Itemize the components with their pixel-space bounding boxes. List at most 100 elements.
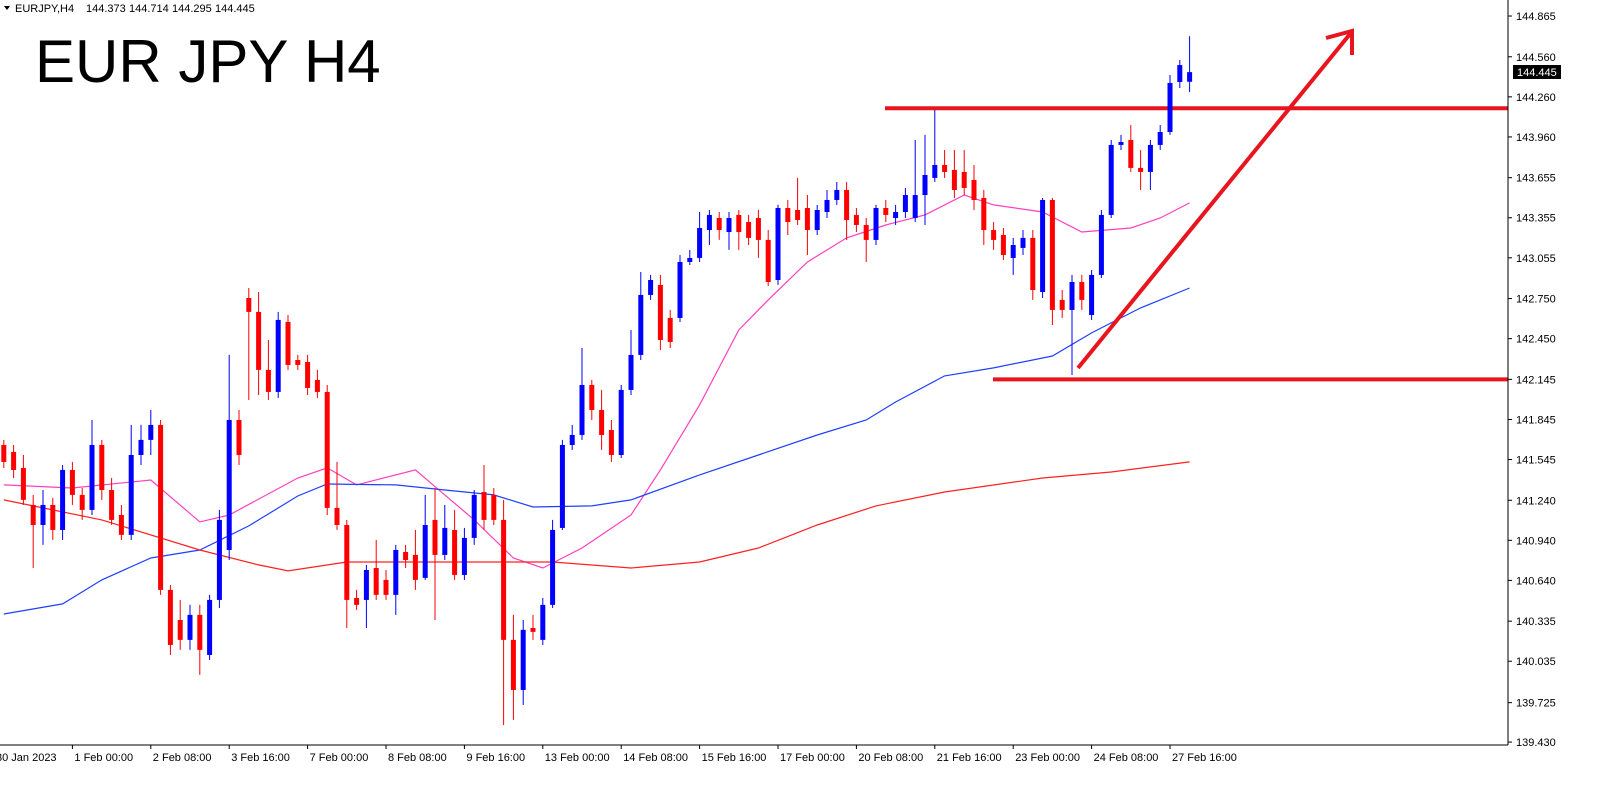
candle-body [1020, 237, 1026, 248]
candle-body [540, 604, 546, 640]
x-tick-label: 27 Feb 16:00 [1172, 752, 1237, 764]
candle-body [275, 319, 281, 392]
candle-body [579, 384, 585, 435]
candle-body [755, 218, 761, 240]
header-open: 144.373 [86, 3, 126, 15]
candle-body [961, 171, 967, 188]
candle-body [834, 189, 840, 200]
candle-body [177, 619, 183, 640]
candle-body [69, 469, 75, 495]
header-symbol: EURJPY,H4 [15, 3, 74, 15]
candle-body [677, 261, 683, 318]
y-tick-label: 144.260 [1516, 92, 1556, 104]
x-tick-label: 20 Feb 08:00 [858, 752, 923, 764]
candle-body [334, 507, 340, 525]
candle-body [1187, 72, 1193, 82]
candle-body [363, 570, 369, 600]
candle-body [844, 189, 850, 221]
candle-body [314, 379, 320, 392]
x-tick-label: 13 Feb 00:00 [545, 752, 610, 764]
x-tick-label: 17 Feb 00:00 [780, 752, 845, 764]
candle-body [922, 174, 928, 196]
candle-body [89, 444, 95, 510]
y-tick-label: 141.845 [1516, 414, 1556, 426]
candle-body [491, 494, 497, 520]
y-tick-label: 144.560 [1516, 52, 1556, 64]
candle-body [60, 469, 66, 530]
candle-body [599, 409, 605, 435]
candle-body [657, 284, 663, 340]
candle-body [285, 321, 291, 365]
candle-body [942, 164, 948, 172]
candle-body [785, 207, 791, 223]
candle-body [736, 214, 742, 233]
candle-body [256, 311, 262, 370]
x-tick-label: 15 Feb 16:00 [702, 752, 767, 764]
candle-body [1000, 234, 1006, 256]
candle-body [510, 639, 516, 690]
candle-body [432, 519, 438, 555]
candle-body [1177, 65, 1183, 83]
candle-body [324, 391, 330, 508]
candle-body [30, 504, 36, 525]
y-tick-label: 142.450 [1516, 334, 1556, 346]
candle-body [393, 549, 399, 595]
candle-body [589, 384, 595, 410]
candle-body [628, 354, 634, 390]
y-tick-label: 144.865 [1516, 11, 1556, 23]
candle-body [158, 424, 164, 590]
x-tick-label: 2 Feb 08:00 [153, 752, 212, 764]
candle-body [197, 614, 203, 650]
candle-body [40, 504, 46, 525]
candle-body [853, 214, 859, 225]
candle-body [765, 239, 771, 282]
y-tick-label: 139.725 [1516, 698, 1556, 710]
candle-body [1079, 281, 1085, 300]
candle-body [471, 494, 477, 538]
candle-body [804, 207, 810, 231]
candle-body [148, 424, 154, 440]
y-tick-label: 140.640 [1516, 575, 1556, 587]
candle-body [618, 389, 624, 455]
candle-body [1108, 144, 1114, 215]
candle-body [216, 519, 222, 600]
candle-body [1118, 142, 1124, 145]
candle-body [883, 207, 889, 215]
header: EURJPY,H4 144.373 144.714 144.295 144.44… [4, 3, 255, 15]
candle-body [138, 439, 144, 455]
current-price: 144.445 [1517, 67, 1557, 79]
candle-body [981, 197, 987, 231]
candle-body [1089, 274, 1095, 315]
candle-body [226, 419, 232, 550]
candle-body [1128, 139, 1134, 168]
header-high: 144.714 [129, 3, 169, 15]
y-tick-label: 142.750 [1516, 294, 1556, 306]
candle-body [1167, 82, 1173, 132]
candle-body [559, 444, 565, 528]
candle-body [726, 218, 732, 233]
candle-body [550, 529, 556, 605]
candle-body [501, 519, 507, 640]
y-tick-label: 142.145 [1516, 374, 1556, 386]
price-tag [1513, 65, 1561, 79]
candle-body [461, 537, 467, 575]
arrow-shaft [1076, 32, 1352, 370]
candle-body [951, 169, 957, 190]
y-tick-label: 143.960 [1516, 132, 1556, 144]
chart-title: EUR JPY H4 [35, 28, 381, 95]
candle-body [863, 224, 869, 240]
candle-body [1049, 199, 1055, 310]
candle-body [1098, 214, 1104, 275]
header-arrow [4, 6, 10, 10]
candle-body [1059, 299, 1065, 310]
header-low: 144.295 [172, 3, 212, 15]
candle-body [1040, 199, 1046, 293]
candle-body [442, 527, 448, 555]
candle-body [530, 627, 536, 632]
candle-body [667, 317, 673, 342]
candle-body [932, 164, 938, 178]
y-tick-label: 143.655 [1516, 173, 1556, 185]
x-tick-label: 7 Feb 00:00 [310, 752, 369, 764]
candle-body [971, 179, 977, 200]
candle-body [79, 494, 85, 510]
